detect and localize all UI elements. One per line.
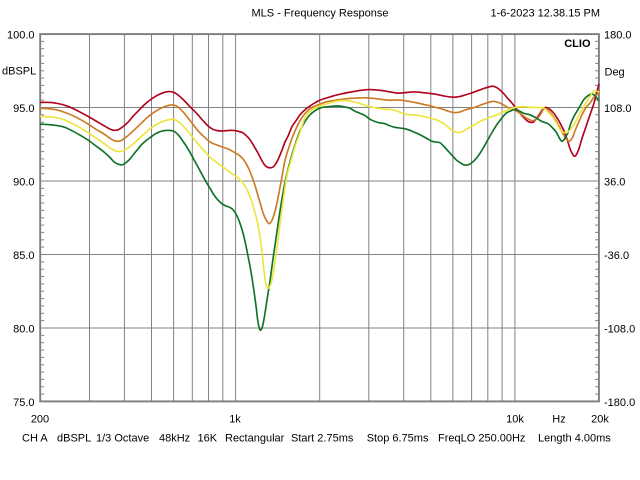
svg-text:180.0: 180.0 — [604, 30, 632, 42]
svg-text:Rectangular: Rectangular — [225, 432, 285, 444]
svg-text:Deg: Deg — [605, 67, 625, 79]
svg-text:MLS - Frequency Response: MLS - Frequency Response — [252, 8, 389, 20]
svg-text:108.0: 108.0 — [604, 103, 632, 115]
svg-text:dBSPL: dBSPL — [57, 432, 91, 444]
svg-text:100.0: 100.0 — [7, 30, 35, 42]
svg-text:75.0: 75.0 — [13, 397, 34, 409]
svg-text:-108.0: -108.0 — [604, 324, 635, 336]
svg-text:Start 2.75ms: Start 2.75ms — [291, 432, 354, 444]
svg-text:10k: 10k — [506, 414, 524, 426]
svg-text:dBSPL: dBSPL — [2, 66, 36, 78]
svg-text:20k: 20k — [591, 414, 609, 426]
svg-text:Stop 6.75ms: Stop 6.75ms — [367, 432, 429, 444]
svg-text:48kHz: 48kHz — [159, 432, 190, 444]
svg-text:1/3 Octave: 1/3 Octave — [96, 432, 149, 444]
svg-text:36.0: 36.0 — [604, 177, 625, 189]
svg-text:16K: 16K — [198, 432, 218, 444]
svg-text:80.0: 80.0 — [13, 324, 34, 336]
svg-text:200: 200 — [31, 414, 49, 426]
svg-text:1-6-2023 12.38.15 PM: 1-6-2023 12.38.15 PM — [491, 8, 600, 20]
svg-text:-180.0: -180.0 — [604, 397, 635, 409]
svg-text:95.0: 95.0 — [13, 103, 34, 115]
svg-text:FreqLO 250.00Hz: FreqLO 250.00Hz — [438, 432, 525, 444]
svg-text:CH A: CH A — [22, 432, 48, 444]
svg-text:85.0: 85.0 — [13, 250, 34, 262]
svg-text:Length 4.00ms: Length 4.00ms — [538, 432, 611, 444]
svg-text:90.0: 90.0 — [13, 177, 34, 189]
svg-text:Hz: Hz — [552, 414, 565, 426]
svg-text:-36.0: -36.0 — [604, 250, 629, 262]
svg-text:CLIO: CLIO — [564, 38, 591, 50]
svg-text:1k: 1k — [229, 414, 241, 426]
